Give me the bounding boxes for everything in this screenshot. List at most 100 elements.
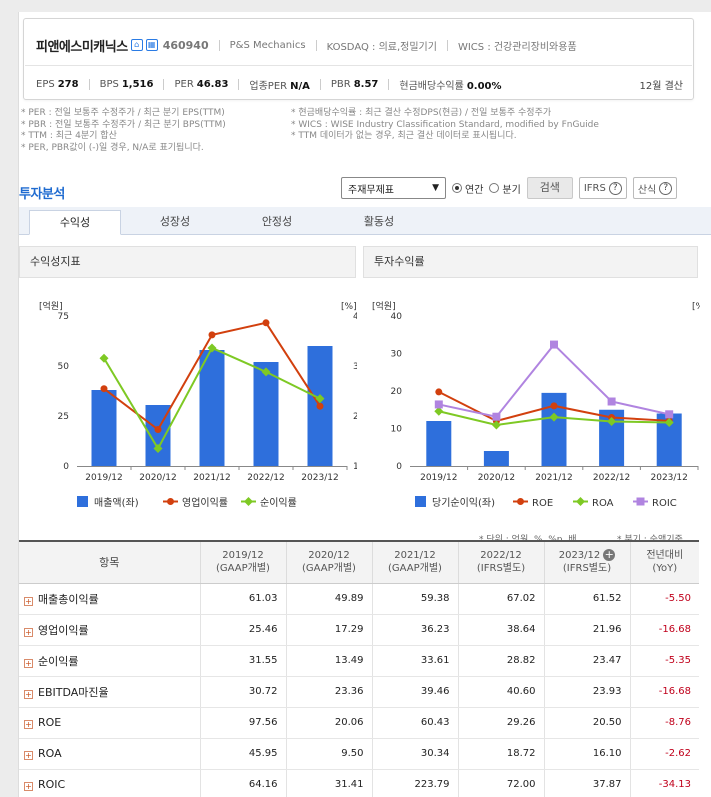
line-point [665,410,674,419]
tab-stability[interactable]: 안정성 [261,215,293,228]
right-tick-label: 20 [353,412,357,422]
yoy-cell: -2.62 [629,738,699,770]
metric-per: PER 46.83 [174,78,229,90]
left-tick-label: 50 [58,362,70,372]
line-point [262,319,270,327]
value-cell: 59.38 [371,583,458,615]
legend-label: ROA [592,498,614,509]
yoy-cell: -16.68 [629,614,699,646]
add-column-icon[interactable]: + [603,548,616,562]
row-label: 순이익률 [38,654,79,668]
return-chart-header: 투자수익률 [363,246,698,278]
value-cell: 23.36 [285,676,372,708]
row-label-cell[interactable]: + ROIC [19,769,200,797]
value-cell: 21.96 [543,614,630,646]
right-tick-label: 30 [353,362,357,372]
help-icon: ? [608,181,622,195]
company-summary-card: 피앤에스미캐닉스 ⌂ ▦ 460940 P&S Mechanics KOSDAQ… [23,18,694,100]
row-label-cell[interactable]: + ROE [19,707,200,739]
value-cell: 23.47 [543,645,630,677]
building-icon[interactable]: ▦ [145,39,158,51]
row-label-cell[interactable]: + ROA [19,738,200,770]
tab-growth[interactable]: 성장성 [159,215,191,228]
left-tick-label: 10 [391,425,403,435]
divider [163,78,165,90]
note: * TTM : 최근 4분기 합산 [21,131,117,141]
market-info: KOSDAQ : 의료,정밀기기 [326,41,437,53]
value-cell: 36.23 [371,614,458,646]
row-label-cell[interactable]: + 순이익률 [19,645,200,677]
quarter-note: * 분기 : 순액기준 [617,535,683,545]
value-cell: 72.00 [457,769,544,797]
line-point [434,406,444,416]
bar-mark [253,362,279,466]
value-cell: 64.16 [199,769,286,797]
row-label: ROE [38,716,62,729]
home-icon[interactable]: ⌂ [130,39,143,51]
divider [315,39,317,51]
table-row: + 영업이익률 25.46 17.29 36.23 38.64 21.96 -16.68 [19,614,699,646]
value-cell: 37.87 [543,769,630,797]
table-header-row: 항목 2019/12 (GAAP개별) 2020/12 (GAAP개별) 2021/… [19,540,699,584]
yoy-cell: -8.76 [629,707,699,739]
expand-icon[interactable]: + [24,596,33,606]
row-label-cell[interactable]: + 영업이익률 [19,614,200,646]
search-button[interactable]: 검색 [526,177,573,199]
line-point [261,367,271,377]
line-point [99,353,109,363]
tab-activity[interactable]: 활동성 [363,215,395,228]
divider [218,39,220,51]
table-row: + EBITDA마진율 30.72 23.36 39.46 40.60 23.93 -16.6… [19,676,699,708]
card-divider [25,65,692,66]
x-tick-label: 2022/12 [247,473,284,483]
value-cell: 40.60 [457,676,544,708]
value-cell: 23.93 [543,676,630,708]
line-point [492,412,501,421]
help-icon: ? [659,181,673,195]
value-cell: 31.41 [285,769,372,797]
value-cell: 16.10 [543,738,630,770]
company-header: 피앤에스미캐닉스 ⌂ ▦ 460940 P&S Mechanics KOSDAQ… [36,36,683,55]
value-cell: 25.46 [199,614,286,646]
col-header: 2022/12 (IFRS별도) [457,540,544,584]
x-tick-label: 2019/12 [420,473,457,483]
statement-select[interactable]: 주재무제표 ▼ [341,177,446,199]
radio-checked-icon [452,183,462,193]
value-cell: 61.03 [199,583,286,615]
tab-profitability[interactable]: 수익성 [29,210,121,235]
row-label-cell[interactable]: + 매출총이익률 [19,583,200,615]
legend-marker [167,498,174,505]
expand-icon[interactable]: + [24,782,33,791]
expand-icon[interactable]: + [24,720,33,729]
value-cell: 45.95 [199,738,286,770]
legend-label: ROIC [652,498,677,509]
x-tick-label: 2023/12 [651,473,688,483]
line-point [100,385,108,393]
table-row: + ROE 97.56 20.06 60.43 29.26 20.50 -8.76 [19,707,699,739]
expand-icon[interactable]: + [24,658,33,668]
value-cell: 28.82 [457,645,544,677]
row-label-cell[interactable]: + EBITDA마진율 [19,676,200,708]
table-row: + ROIC 64.16 31.41 223.79 72.00 37.87 -34.13 [19,769,699,797]
section-title: 투자분석 [19,187,65,202]
value-cell: 67.02 [457,583,544,615]
metric-dividend-yield: 현금배당수익률 0.00% [399,80,502,92]
expand-icon[interactable]: + [24,751,33,760]
english-name: P&S Mechanics [229,39,306,51]
radio-quarter[interactable]: 분기 [489,181,521,196]
x-tick-label: 2020/12 [139,473,176,483]
x-tick-label: 2021/12 [535,473,572,483]
right-tick-label: 10 [353,462,357,472]
legend-marker [517,498,524,505]
divider [388,78,390,90]
formula-button[interactable]: 산식 ? [632,177,678,199]
expand-icon[interactable]: + [24,689,33,699]
expand-icon[interactable]: + [24,627,33,637]
row-label: 영업이익률 [38,623,89,637]
line-point [491,420,501,430]
divider [238,78,240,90]
x-tick-label: 2021/12 [193,473,230,483]
col-header: 2023/12 + (IFRS별도) [543,540,630,584]
radio-annual[interactable]: 연간 [452,181,483,196]
ifrs-button[interactable]: IFRS ? [578,177,627,199]
